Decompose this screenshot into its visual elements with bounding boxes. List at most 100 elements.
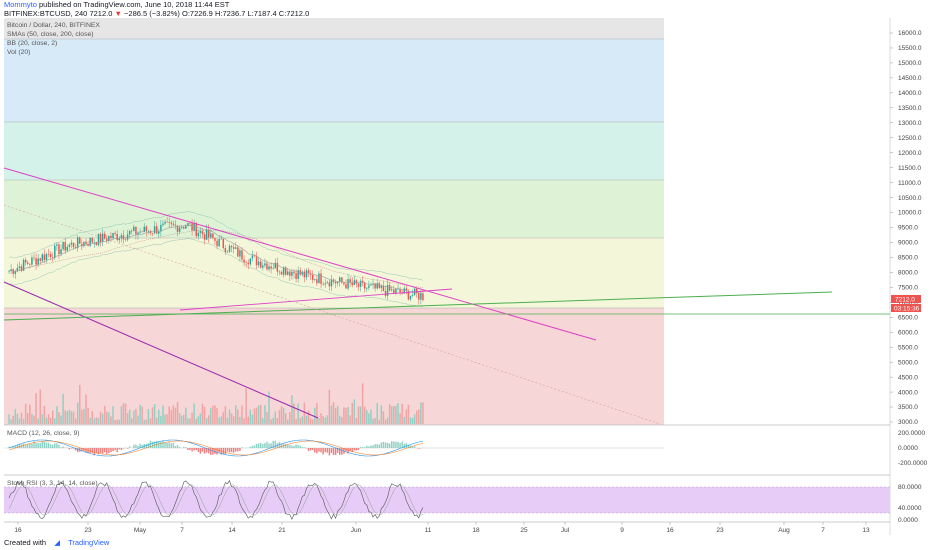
volume-bar bbox=[212, 405, 214, 424]
date-tick-label: 25 bbox=[520, 527, 528, 534]
candle-body bbox=[128, 230, 131, 235]
tradingview-brand[interactable]: TradingView bbox=[68, 538, 110, 547]
candle-body bbox=[237, 247, 239, 257]
candle-body bbox=[287, 271, 289, 275]
price-change: −286.5 (−3.82%) bbox=[124, 9, 180, 18]
volume-bar bbox=[232, 416, 235, 424]
volume-bar bbox=[151, 407, 154, 424]
volume-bar bbox=[47, 413, 50, 424]
macd-bar bbox=[164, 442, 166, 448]
candle-body bbox=[334, 281, 337, 284]
volume-bar bbox=[226, 417, 229, 424]
candle-body bbox=[314, 279, 316, 280]
volume-bar bbox=[255, 407, 258, 424]
date-tick-label: 7 bbox=[180, 527, 184, 534]
candle-body bbox=[58, 244, 60, 255]
volume-bar bbox=[216, 407, 218, 424]
macd-bar bbox=[270, 443, 272, 448]
volume-bar bbox=[359, 406, 362, 424]
macd-bar bbox=[210, 448, 212, 455]
volume-bar bbox=[253, 408, 256, 424]
macd-bar bbox=[47, 442, 50, 448]
macd-bar bbox=[372, 445, 374, 448]
candle-body bbox=[114, 233, 116, 235]
candle-body bbox=[72, 242, 75, 248]
volume-bar bbox=[205, 418, 208, 424]
volume-bar bbox=[114, 419, 116, 424]
macd-bar bbox=[35, 443, 37, 448]
author-link[interactable]: Mommyto bbox=[4, 0, 37, 9]
volume-bar bbox=[141, 406, 143, 424]
candle-body bbox=[135, 226, 137, 235]
price-tick-label: 11000.0 bbox=[898, 180, 921, 187]
macd-bar bbox=[289, 445, 291, 448]
macd-bar bbox=[83, 448, 85, 452]
volume-bar bbox=[391, 406, 393, 424]
price-tick-label: 5500.0 bbox=[898, 344, 918, 351]
macd-bar bbox=[193, 448, 195, 451]
candle-body bbox=[151, 232, 154, 234]
macd-bar bbox=[33, 441, 35, 448]
stoch-pane: Stoch RSI (3, 3, 14, 14, close) 80.0000 … bbox=[4, 479, 922, 524]
volume-bar bbox=[76, 402, 79, 424]
candle-body bbox=[166, 221, 168, 223]
candle-body bbox=[51, 257, 54, 258]
macd-bar bbox=[54, 443, 56, 448]
macd-bar bbox=[126, 448, 129, 449]
candle-body bbox=[355, 280, 358, 284]
macd-bar bbox=[291, 445, 293, 448]
macd-bar bbox=[328, 448, 331, 456]
candle-body bbox=[91, 237, 93, 243]
price-axis: 16000.0 15500.0 15000.0 14500.0 14000.0 13500… bbox=[890, 30, 922, 426]
volume-bar bbox=[415, 410, 418, 424]
macd-bar bbox=[12, 446, 14, 448]
volume-bar bbox=[131, 418, 133, 424]
macd-bar bbox=[326, 448, 329, 453]
volume-bar bbox=[197, 416, 200, 424]
candle-body bbox=[397, 288, 399, 290]
macd-bar bbox=[341, 448, 343, 455]
volume-bar bbox=[112, 406, 114, 424]
volume-bar bbox=[58, 412, 60, 424]
macd-bar bbox=[384, 442, 387, 448]
macd-bar bbox=[262, 444, 264, 448]
candle-body bbox=[228, 245, 231, 252]
macd-bar bbox=[314, 448, 316, 453]
countdown-badge bbox=[891, 304, 921, 312]
volume-bar bbox=[149, 418, 152, 424]
date-tick-label: 11 bbox=[425, 527, 432, 534]
volume-bar bbox=[330, 405, 333, 424]
volume-bar bbox=[118, 419, 121, 424]
candle-body bbox=[259, 261, 262, 268]
price-tick-label: 4500.0 bbox=[898, 374, 918, 381]
tradingview-logo-icon[interactable]: ◢ bbox=[54, 538, 60, 547]
candle-body bbox=[62, 241, 64, 250]
candle-body bbox=[41, 254, 44, 261]
candle-body bbox=[224, 247, 227, 253]
date-tick-label: 23 bbox=[716, 527, 724, 534]
volume-bar bbox=[420, 402, 422, 424]
volume-bar bbox=[353, 399, 356, 424]
chart-svg[interactable]: Bitcoin / Dollar, 240, BITFINEX SMAs (50… bbox=[0, 18, 932, 535]
macd-bar bbox=[418, 448, 420, 449]
volume-bar bbox=[70, 411, 73, 424]
macd-bar bbox=[249, 446, 252, 448]
volume-bar bbox=[347, 407, 349, 424]
macd-bar bbox=[361, 447, 364, 448]
macd-bar bbox=[297, 445, 299, 448]
candle-body bbox=[66, 246, 69, 251]
macd-bar bbox=[316, 448, 318, 454]
date-tick-label: 16 bbox=[14, 527, 22, 534]
volume-bar bbox=[54, 418, 56, 424]
macd-bar bbox=[108, 448, 110, 454]
volume-bar bbox=[172, 405, 175, 424]
candle-body bbox=[106, 238, 108, 241]
candle-body bbox=[249, 258, 252, 265]
volume-bar bbox=[164, 414, 166, 424]
macd-bar bbox=[391, 440, 393, 448]
candle-body bbox=[193, 223, 195, 231]
macd-bar bbox=[27, 444, 29, 448]
date-tick-label: 14 bbox=[228, 527, 236, 534]
candle-body bbox=[33, 257, 35, 259]
candle-body bbox=[85, 241, 87, 244]
